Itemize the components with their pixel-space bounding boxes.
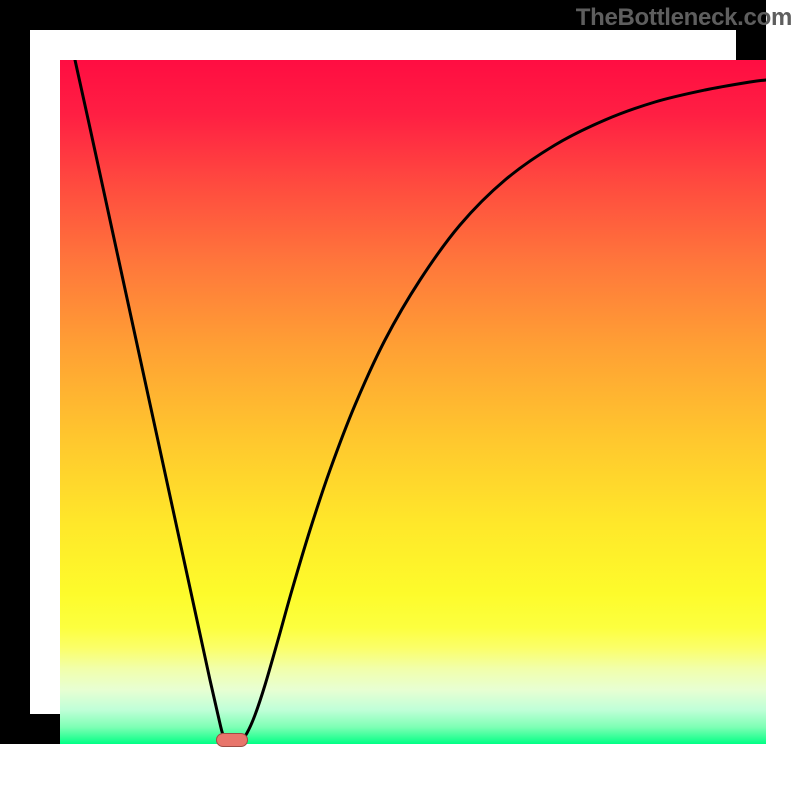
watermark-text: TheBottleneck.com xyxy=(576,4,792,32)
curve-path xyxy=(75,60,766,744)
bottleneck-curve xyxy=(60,60,766,744)
minimum-marker xyxy=(216,733,248,747)
